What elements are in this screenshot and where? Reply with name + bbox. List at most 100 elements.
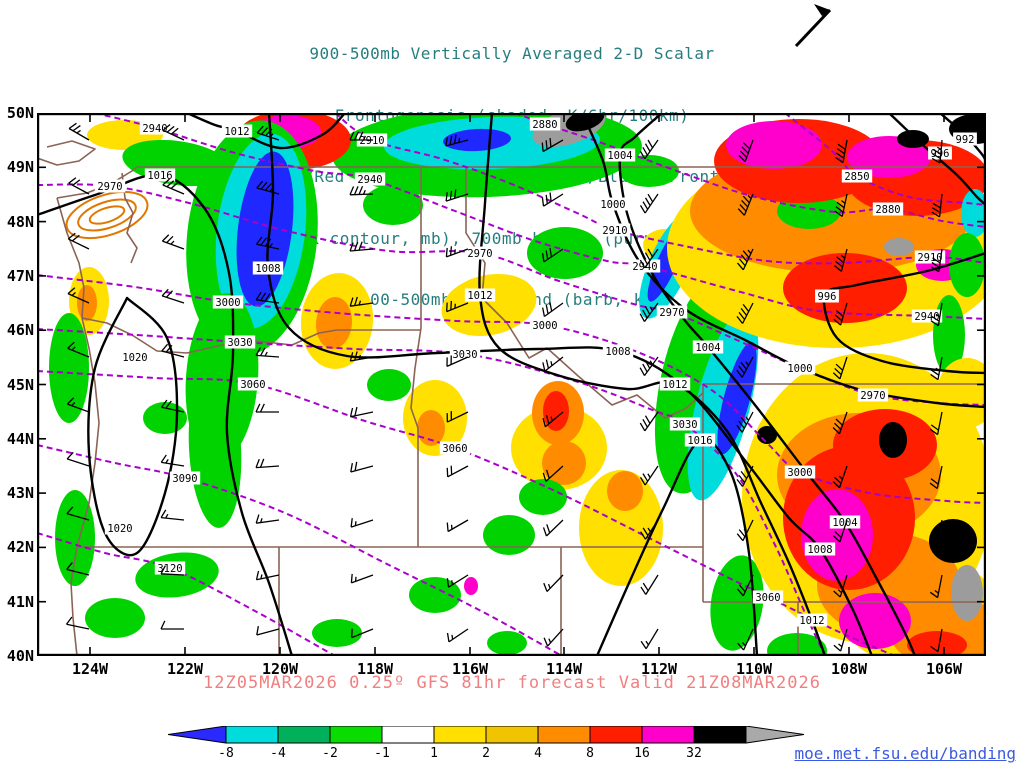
height-label: 3060	[439, 441, 471, 455]
mslp-label: 1000	[597, 197, 629, 211]
svg-text:1016: 1016	[147, 170, 172, 182]
height-label: 2880	[529, 117, 561, 131]
stray-barb-artifact	[794, 4, 832, 48]
svg-text:996: 996	[818, 291, 837, 303]
svg-text:1016: 1016	[687, 435, 712, 447]
lon-axis-label: 124W	[71, 660, 109, 678]
colorbar-segment	[693, 726, 747, 744]
mslp-label: 1004	[604, 148, 636, 162]
colorbar-right-arrow	[745, 726, 805, 744]
colorbar-label: 2	[482, 746, 490, 761]
mslp-label: 1012	[796, 613, 828, 627]
shaded-regions	[49, 113, 986, 656]
height-label: 2970	[464, 246, 496, 260]
colorbar-label: -8	[218, 746, 234, 761]
svg-text:2970: 2970	[860, 390, 885, 402]
wind-barbs	[65, 122, 943, 653]
colorbar-segment	[433, 726, 487, 744]
svg-text:1000: 1000	[787, 363, 812, 375]
svg-text:1012: 1012	[467, 290, 492, 302]
svg-text:1012: 1012	[799, 615, 824, 627]
svg-text:3030: 3030	[672, 419, 697, 431]
lat-axis-label: 47N	[6, 266, 34, 285]
svg-text:3000: 3000	[532, 320, 557, 332]
svg-text:3000: 3000	[787, 467, 812, 479]
mslp-label: 1000	[784, 361, 816, 375]
height-label: 3090	[169, 471, 201, 485]
svg-text:3030: 3030	[452, 349, 477, 361]
svg-text:2850: 2850	[844, 171, 869, 183]
svg-text:1000: 1000	[600, 199, 625, 211]
mslp-label: 1016	[144, 168, 176, 182]
height-label: 3000	[212, 295, 244, 309]
svg-text:2910: 2910	[359, 135, 384, 147]
mslp-label: 1020	[104, 521, 136, 535]
colorbar-segment	[277, 726, 331, 744]
colorbar-label: 1	[430, 746, 438, 761]
height-contours	[37, 113, 986, 656]
height-label: 3030	[224, 335, 256, 349]
map-frame	[37, 113, 986, 656]
svg-text:3060: 3060	[442, 443, 467, 455]
lon-axis-label: 116W	[451, 660, 489, 678]
height-label: 2910	[599, 223, 631, 237]
height-label: 3000	[529, 318, 561, 332]
lon-axis-label: 120W	[261, 660, 299, 678]
height-label: 2850	[841, 169, 873, 183]
svg-text:2910: 2910	[917, 252, 942, 264]
contour-labels: 2850 2880 2880 2910 2910 2910 2940 2940 2940 2940…	[94, 117, 977, 627]
height-label: 3030	[449, 347, 481, 361]
lat-axis-label: 48N	[6, 212, 34, 231]
svg-text:1008: 1008	[807, 544, 832, 556]
svg-text:1020: 1020	[122, 352, 147, 364]
mslp-label: 1012	[221, 124, 253, 138]
colorbar-label: 16	[634, 746, 650, 761]
lon-axis-label: 106W	[925, 660, 963, 678]
forecast-valid-line: 12Z05MAR2026 0.25º GFS 81hr forecast Val…	[203, 673, 821, 693]
svg-text:2970: 2970	[467, 248, 492, 260]
colorbar-segment	[225, 726, 279, 744]
lat-axis-label: 46N	[6, 321, 34, 340]
svg-text:1004: 1004	[695, 342, 720, 354]
lat-axis-label: 40N	[6, 647, 34, 665]
mslp-label: 1020	[119, 350, 151, 364]
svg-text:1020: 1020	[107, 523, 132, 535]
svg-text:3030: 3030	[227, 337, 252, 349]
height-label: 3060	[237, 377, 269, 391]
mslp-label: 992	[953, 132, 977, 146]
lon-axis-label: 122W	[166, 660, 204, 678]
orange-contour-rings	[65, 190, 149, 240]
svg-text:1008: 1008	[605, 346, 630, 358]
height-label: 2940	[629, 259, 661, 273]
svg-text:1012: 1012	[662, 379, 687, 391]
height-label: 3060	[752, 590, 784, 604]
colorbar-label: 32	[686, 746, 702, 761]
svg-text:992: 992	[956, 134, 975, 146]
lon-axis-label: 108W	[830, 660, 868, 678]
colorbar-segment	[641, 726, 695, 744]
mslp-label: 996	[815, 289, 839, 303]
mslp-label: 1004	[829, 515, 861, 529]
mslp-label: 1008	[804, 542, 836, 556]
mslp-label: 1012	[659, 377, 691, 391]
mslp-label: 1016	[684, 433, 716, 447]
lat-axis-label: 45N	[6, 375, 34, 394]
svg-text:1008: 1008	[255, 263, 280, 275]
lon-axis-label: 112W	[640, 660, 678, 678]
colorbar-label: -1	[374, 746, 390, 761]
lat-axis-label: 50N	[6, 104, 34, 122]
colorbar-label: -4	[270, 746, 286, 761]
svg-text:3060: 3060	[240, 379, 265, 391]
svg-text:1004: 1004	[607, 150, 632, 162]
height-label: 3000	[784, 465, 816, 479]
lat-axis-label: 41N	[6, 592, 34, 611]
map-canvas: 2850 2880 2880 2910 2910 2910 2940 2940 2940 2940…	[37, 113, 986, 656]
height-label: 2910	[914, 250, 946, 264]
colorbar-label: 4	[534, 746, 542, 761]
credit-link[interactable]: moe.met.fsu.edu/banding	[794, 744, 1016, 763]
colorbar-left-arrow	[168, 726, 227, 744]
colorbar-label: -2	[322, 746, 338, 761]
svg-text:1012: 1012	[224, 126, 249, 138]
mslp-label: 1004	[692, 340, 724, 354]
lon-axis-label: 110W	[735, 660, 773, 678]
